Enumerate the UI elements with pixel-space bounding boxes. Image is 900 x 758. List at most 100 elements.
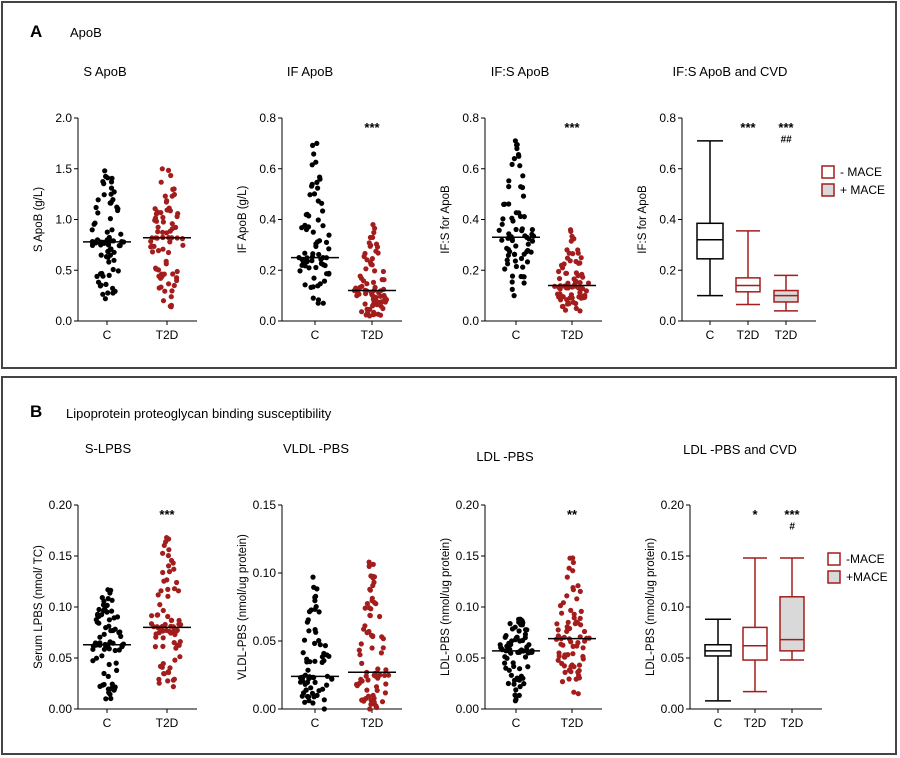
data-point [155,592,161,598]
data-point [502,660,508,666]
data-point [513,226,519,233]
x-tick-label: C [512,328,521,342]
significance-marker: * [752,507,758,522]
data-point [152,215,159,221]
data-point [568,607,574,614]
data-point [369,262,375,268]
data-point [315,217,321,223]
data-point [568,669,574,675]
data-point [568,228,574,234]
data-point [171,586,178,592]
data-point [310,700,316,706]
data-point [96,613,102,619]
data-point [320,208,326,214]
data-point [505,680,511,687]
data-point [91,221,97,227]
data-point [500,216,506,222]
data-point [580,274,586,280]
data-point [152,206,158,212]
data-point [580,286,586,292]
x-tick-label: T2D [156,716,179,730]
data-point [109,227,115,233]
y-tick-label: 0.00 [253,702,277,716]
data-point [562,669,568,676]
data-point [573,278,579,284]
data-point [312,679,318,686]
data-point [365,677,371,683]
data-point [160,635,166,641]
data-point [101,606,108,612]
data-point [564,593,570,599]
data-point [577,280,583,286]
data-point [370,279,377,285]
data-point [108,587,114,593]
significance-marker: *** [778,120,794,135]
data-point [114,204,120,210]
data-point [567,625,573,632]
data-point [94,273,100,279]
y-axis-label: IF ApoB (g/L) [237,185,249,253]
data-point [511,156,517,162]
data-point [364,601,370,607]
data-point [506,178,512,184]
y-tick-label: 0.05 [456,651,480,665]
data-point [111,249,117,255]
data-point [306,265,312,271]
data-point [516,616,522,622]
data-point [314,179,320,185]
chart-title-vldl-pbs: VLDL -PBS [283,441,349,456]
data-point [106,259,112,265]
data-point [164,198,170,204]
y-tick-label: 0.5 [55,263,72,277]
data-point [101,670,107,677]
data-point [509,279,515,285]
data-point [320,223,326,229]
data-point [368,242,374,248]
data-point [105,290,111,296]
data-point [316,251,322,258]
y-axis-label: LDL-PBS (nmol/ug protein) [645,538,657,676]
data-point [303,687,309,693]
panel-a-heading: ApoB [70,25,102,40]
data-point [555,633,562,639]
data-point [511,293,517,299]
data-point [318,260,324,267]
data-point [158,210,164,216]
data-point [324,682,330,688]
data-point [567,555,573,561]
data-point [560,600,567,606]
chart-title-ifs-apob-cvd: IF:S ApoB and CVD [672,64,788,79]
data-point [512,692,518,698]
data-point [165,678,171,684]
data-point [580,645,586,651]
data-point [329,676,335,682]
data-point [165,167,172,173]
data-point [110,290,116,296]
data-point [555,657,561,663]
data-point [309,181,315,187]
data-point [578,608,584,615]
data-point [105,175,111,181]
legend-swatch [821,165,835,179]
data-point [571,611,577,617]
data-point [580,656,586,662]
data-point [363,673,369,679]
data-point [98,252,104,258]
data-point [96,606,102,613]
data-point [310,229,316,235]
data-point [156,680,162,686]
data-point [175,588,182,594]
data-point [573,305,579,311]
chart-title-ldl-pbs-cvd: LDL -PBS and CVD [683,442,797,457]
data-point [179,236,185,242]
y-axis-label: S ApoB (g/L) [33,187,45,252]
data-point [575,285,582,291]
y-tick-label: 0.10 [49,600,73,614]
data-point [319,659,325,666]
data-point [380,636,386,642]
data-point [583,288,590,294]
y-tick-label: 0.00 [49,702,73,716]
chart-title-s-apob: S ApoB [83,64,127,79]
data-point [313,241,319,247]
data-point [378,303,384,309]
